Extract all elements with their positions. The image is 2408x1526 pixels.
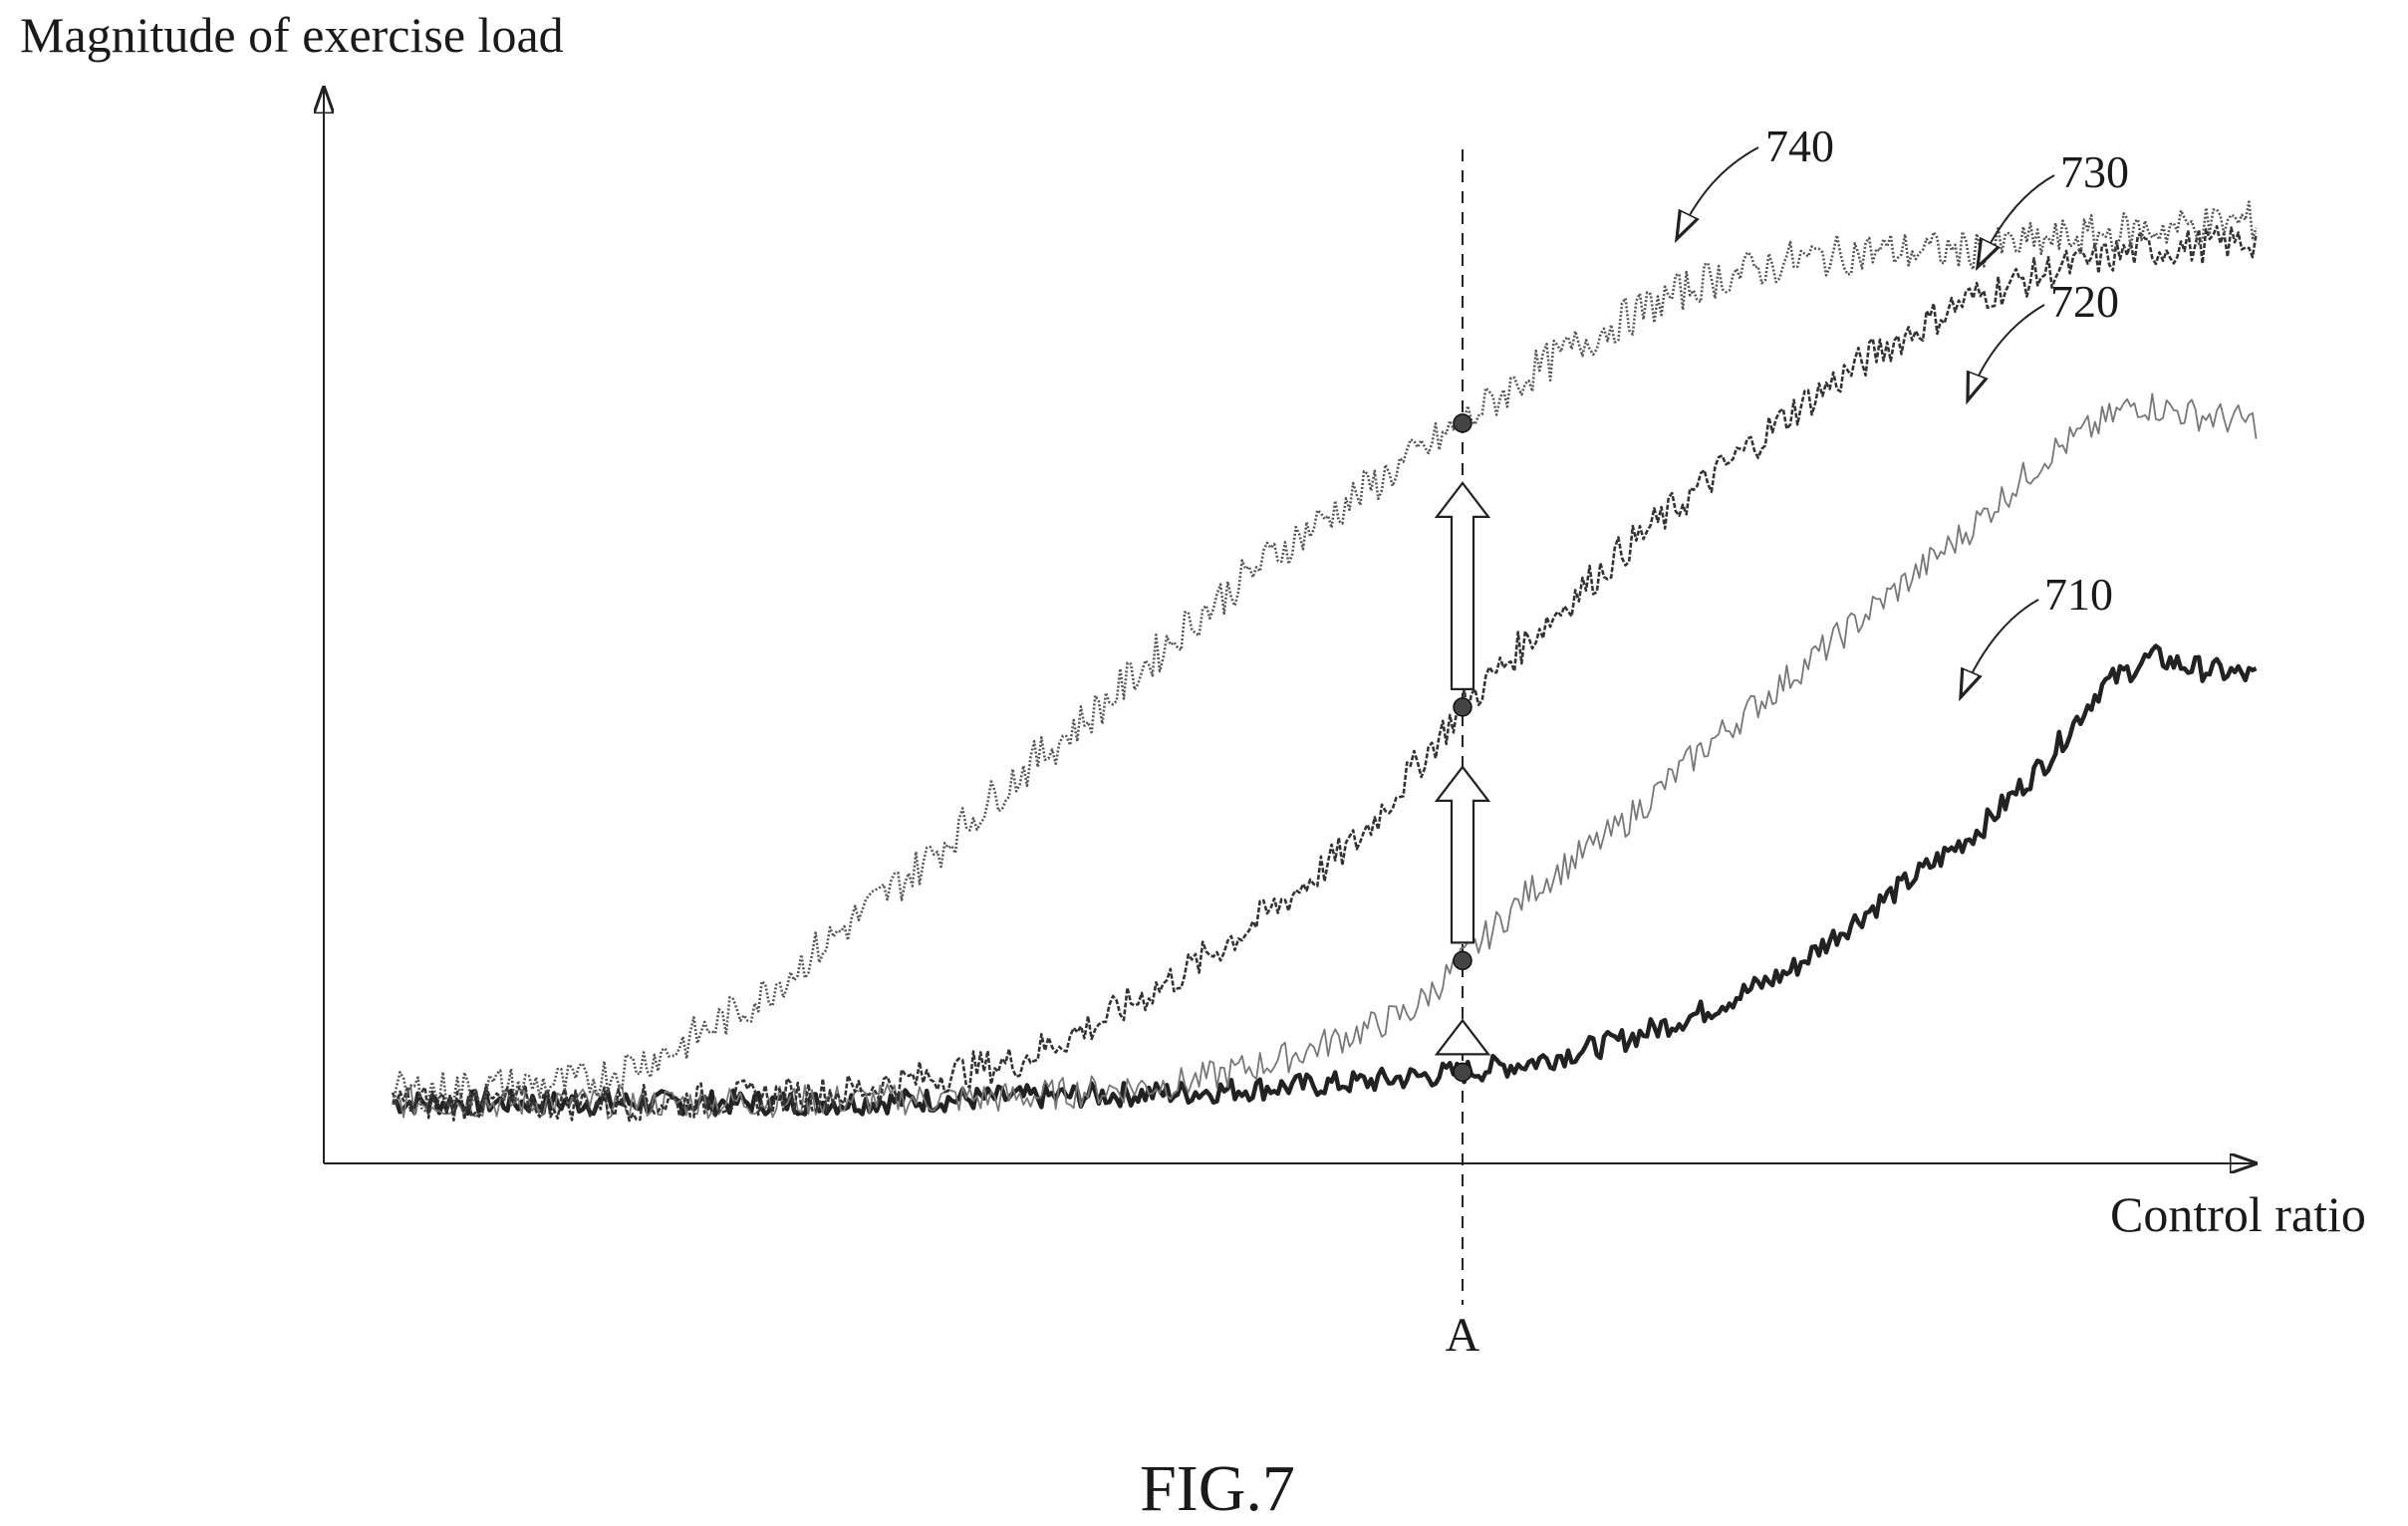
figure-caption: FIG.7 <box>1140 1452 1295 1525</box>
up-arrows <box>1434 481 1491 1056</box>
x-axis-label: Control ratio <box>2110 1186 2366 1242</box>
intersection-dot-740 <box>1453 413 1472 433</box>
callout-720-leader <box>1968 304 2045 400</box>
up-arrow-3 <box>1434 481 1491 691</box>
intersection-dot-720 <box>1453 950 1472 971</box>
y-axis-label: Magnitude of exercise load <box>20 7 564 63</box>
series-line-740 <box>392 200 2258 1113</box>
callouts: 740 730 720 710 <box>1677 121 2129 697</box>
callout-730: 730 <box>2060 146 2129 197</box>
reference-label-a: A <box>1446 1309 1480 1362</box>
callout-730-leader <box>1978 174 2055 267</box>
callout-720: 720 <box>2050 276 2119 327</box>
callout-710: 710 <box>2044 569 2113 620</box>
series-line-720 <box>392 392 2258 1120</box>
up-arrow-2 <box>1434 765 1491 944</box>
callout-710-leader <box>1961 599 2039 697</box>
intersection-dot-710 <box>1453 1062 1472 1083</box>
intersection-dots <box>1453 413 1472 1083</box>
series-line-730 <box>392 224 2258 1123</box>
up-arrow-1 <box>1434 1018 1491 1056</box>
series-group <box>392 200 2258 1123</box>
callout-740: 740 <box>1765 121 1834 171</box>
callout-740-leader <box>1677 146 1759 239</box>
intersection-dot-730 <box>1453 697 1472 717</box>
